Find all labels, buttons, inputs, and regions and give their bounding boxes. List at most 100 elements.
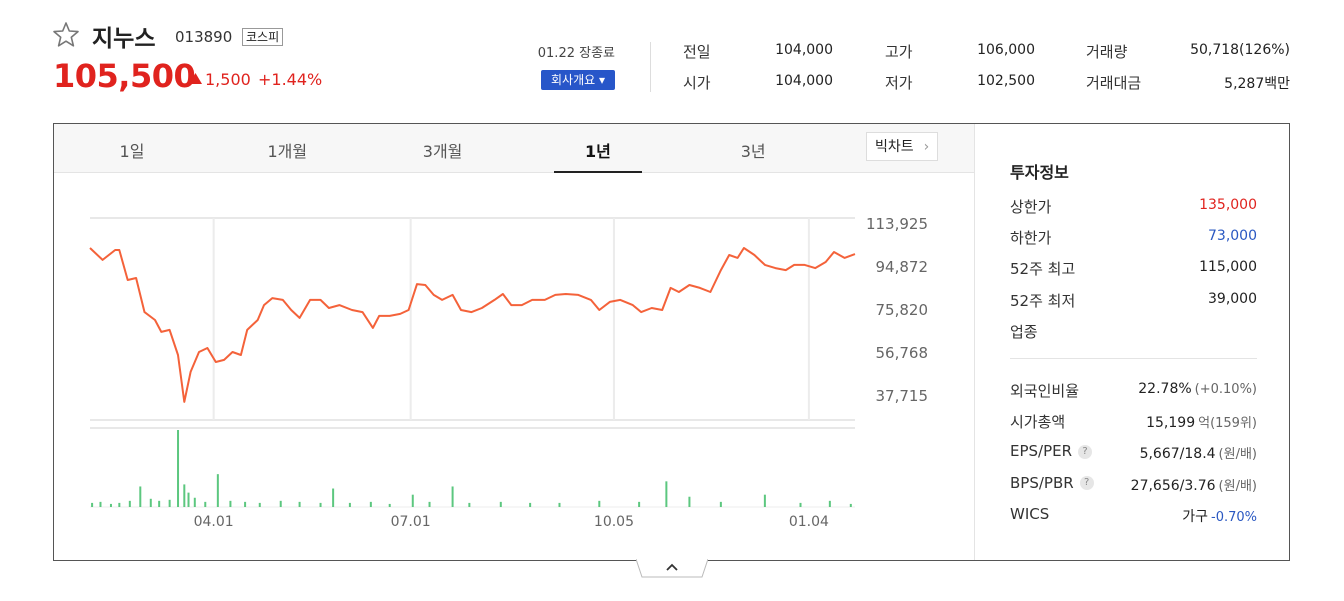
price-change-pct: +1.44%: [258, 70, 323, 89]
invest-label: 시가총액: [1010, 413, 1066, 432]
invest-value-sub: 억(159위): [1198, 416, 1257, 432]
invest-value-sub: (+0.10%): [1194, 382, 1257, 397]
volume-bar: [229, 500, 232, 507]
invest-value: 27,656/3.76 (원/배): [1131, 475, 1257, 494]
volume-bar: [348, 502, 351, 507]
quote-value: 5,287백만: [1224, 76, 1290, 92]
volume-bar: [149, 498, 152, 507]
volume-bar: [193, 497, 196, 507]
invest-value-main: 27,656/3.76: [1130, 477, 1216, 494]
volume-bar: [168, 499, 171, 507]
volume-bar: [763, 494, 766, 507]
invest-label: 52주 최고: [1010, 260, 1076, 279]
y-tick-label: 37,715: [876, 387, 929, 405]
quote-value: 104,000: [775, 42, 833, 58]
price-line: [89, 247, 856, 403]
invest-label: WICS: [1010, 504, 1050, 523]
volume-bar: [139, 486, 142, 507]
volume-bar: [529, 502, 532, 507]
separator: [650, 42, 651, 92]
panel-divider: [974, 124, 975, 560]
x-tick-label: 01.04: [789, 514, 829, 530]
up-arrow: [189, 73, 202, 84]
y-tick-label: 113,925: [866, 215, 928, 233]
y-tick-label: 56,768: [876, 344, 929, 362]
invest-value-sub: (원/배): [1218, 447, 1257, 463]
volume-bar: [128, 500, 131, 507]
period-tab[interactable]: 3년: [740, 142, 766, 161]
invest-value: 15,199 억(159위): [1146, 412, 1257, 431]
volume-bar: [244, 501, 247, 507]
volume-bar: [369, 501, 372, 507]
help-icon[interactable]: ?: [1079, 476, 1094, 491]
invest-value: 73,000: [1208, 228, 1257, 244]
y-tick-label: 75,820: [876, 301, 929, 319]
volume-bar: [258, 502, 261, 507]
quote-value: 106,000: [977, 42, 1035, 58]
period-tab[interactable]: 1일: [119, 142, 145, 161]
volume-bar: [598, 500, 601, 507]
invest-value-main: 22.78%: [1138, 381, 1192, 397]
big-chart-label[interactable]: 빅차트: [875, 139, 914, 155]
volume-bar: [665, 481, 668, 507]
price-chart: 04.01 07.01 10.05 01.04 113,925 94,872 75,820 5…: [89, 215, 929, 530]
volume-bar: [688, 496, 691, 507]
volume-bar: [187, 492, 190, 507]
invest-label: EPS/PER?: [1010, 442, 1093, 460]
volume-bar: [411, 494, 414, 507]
invest-value: 135,000: [1199, 197, 1257, 213]
invest-label: 하한가: [1010, 229, 1052, 248]
volume-bar: [849, 503, 852, 507]
invest-label: 외국인비율: [1010, 382, 1080, 400]
invest-value-sub: -0.70%: [1211, 509, 1257, 525]
market-status: 01.22 장종료: [537, 46, 615, 61]
active-tab-underline: [553, 171, 642, 173]
stock-code: 013890: [175, 28, 233, 46]
big-chart-button[interactable]: 빅차트 ›: [866, 132, 938, 161]
volume-bar: [428, 501, 431, 507]
volume-bar: [332, 488, 335, 507]
tab-bar: [54, 124, 974, 173]
stock-name: 지누스: [92, 26, 156, 52]
period-tab[interactable]: 3개월: [422, 142, 463, 161]
quote-label: 거래대금: [1086, 74, 1142, 92]
invest-value: 22.78% (+0.10%): [1138, 381, 1257, 397]
company-button[interactable]: 회사개요 ▾: [541, 70, 615, 90]
volume-bar: [118, 502, 121, 507]
volume-bar: [319, 502, 322, 507]
invest-title: 투자정보: [1010, 163, 1069, 182]
invest-value: 가구 -0.70%: [1182, 506, 1257, 526]
volume-bar: [158, 500, 161, 507]
volume-bar: [177, 430, 180, 507]
volume-bar: [183, 484, 186, 507]
volume-bar: [451, 486, 454, 507]
volume-bar: [99, 501, 102, 507]
volume-bar: [799, 502, 802, 507]
quote-label: 거래량: [1086, 43, 1128, 61]
collapse-toggle[interactable]: [636, 559, 708, 579]
current-price: 105,500: [53, 57, 196, 95]
volume-bar: [91, 502, 94, 507]
volume-bar: [638, 501, 641, 507]
volume-bar: [216, 474, 219, 507]
volume-bar: [388, 503, 391, 507]
quote-value: 104,000: [775, 73, 833, 89]
period-tab[interactable]: 1년: [584, 142, 611, 161]
x-tick-label: 10.05: [594, 514, 634, 530]
price-change: 1,500: [205, 70, 251, 89]
volume-bar: [298, 501, 301, 507]
help-icon[interactable]: ?: [1078, 444, 1093, 459]
invest-value-main: 39,000: [1208, 290, 1257, 307]
market-badge: 코스피: [242, 28, 284, 46]
volume-bar: [719, 501, 722, 507]
invest-label: 업종: [1010, 322, 1038, 341]
volume-bar: [109, 503, 112, 507]
invest-label: BPS/PBR?: [1010, 474, 1094, 492]
invest-value-main: 가구: [1182, 508, 1208, 525]
period-tab[interactable]: 1개월: [267, 142, 308, 161]
favorite-star[interactable]: [52, 21, 80, 48]
quote-label: 고가: [885, 43, 913, 61]
invest-separator: [1010, 358, 1257, 359]
company-button-label[interactable]: 회사개요: [550, 73, 596, 87]
